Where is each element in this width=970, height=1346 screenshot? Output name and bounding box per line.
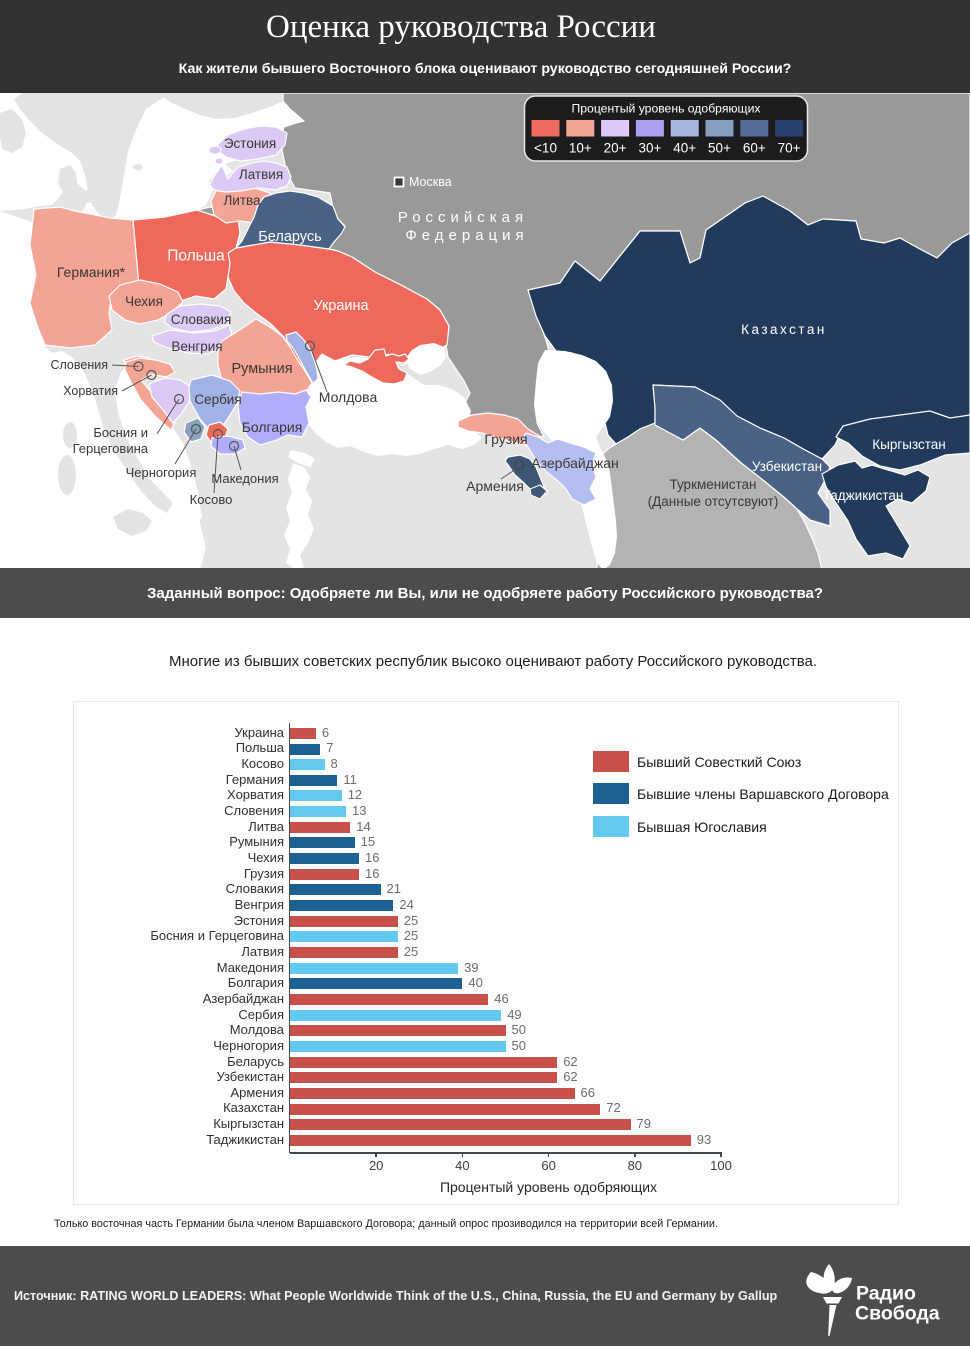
svg-text:Армения: Армения [466, 478, 524, 494]
svg-text:(Данные отсутсвуют): (Данные отсутсвуют) [648, 494, 779, 509]
svg-text:Молдова: Молдова [319, 389, 378, 405]
svg-text:Словакия: Словакия [171, 312, 232, 327]
svg-text:Косово: Косово [190, 492, 233, 507]
svg-text:Москва: Москва [409, 175, 452, 189]
svg-text:Эстония: Эстония [224, 136, 276, 151]
svg-text:Босния и: Босния и [93, 425, 148, 440]
svg-text:Черногория: Черногория [126, 465, 197, 480]
svg-text:Литва: Литва [223, 193, 261, 208]
svg-text:60+: 60+ [743, 141, 766, 156]
svg-text:Герцеговина: Герцеговина [73, 441, 149, 456]
svg-text:30+: 30+ [638, 141, 661, 156]
svg-text:Свобода: Свобода [855, 1303, 940, 1325]
svg-text:20+: 20+ [604, 141, 627, 156]
svg-text:Польша: Польша [167, 248, 225, 265]
svg-text:Украина: Украина [313, 298, 369, 314]
svg-text:Азербайджан: Азербайджан [531, 455, 619, 471]
svg-text:Германия*: Германия* [57, 264, 126, 280]
svg-text:Казахстан: Казахстан [741, 322, 827, 337]
svg-text:Радио: Радио [856, 1283, 916, 1305]
svg-text:50+: 50+ [708, 141, 731, 156]
svg-text:Узбекистан: Узбекистан [752, 459, 822, 474]
svg-text:Федерация: Федерация [405, 227, 528, 244]
svg-text:Хорватия: Хорватия [63, 384, 118, 398]
svg-text:Процентый уровень одобряющих: Процентый уровень одобряющих [572, 102, 761, 116]
svg-text:Таджикистан: Таджикистан [823, 488, 904, 503]
svg-text:Кыргызстан: Кыргызстан [872, 437, 946, 452]
svg-text:Венгрия: Венгрия [171, 339, 222, 354]
svg-text:Сербия: Сербия [194, 392, 241, 407]
svg-text:Грузия: Грузия [484, 431, 527, 447]
svg-text:40+: 40+ [673, 141, 696, 156]
svg-text:Болгария: Болгария [242, 419, 303, 435]
svg-text:Беларусь: Беларусь [258, 229, 321, 245]
svg-text:10+: 10+ [569, 141, 592, 156]
svg-text:Румыния: Румыния [231, 361, 292, 377]
svg-text:<10: <10 [534, 141, 557, 156]
svg-text:Чехия: Чехия [125, 294, 163, 309]
svg-text:Латвия: Латвия [239, 167, 283, 182]
svg-text:Македония: Македония [211, 471, 278, 486]
svg-text:70+: 70+ [778, 141, 801, 156]
svg-text:Туркменистан: Туркменистан [669, 477, 756, 492]
svg-text:Российская: Российская [398, 209, 528, 226]
svg-text:Словения: Словения [50, 358, 108, 372]
